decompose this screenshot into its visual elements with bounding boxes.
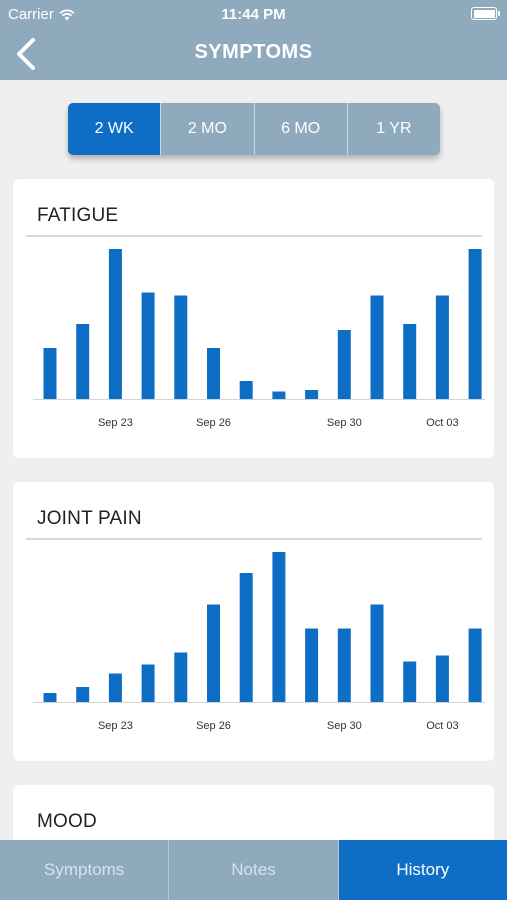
bar-sep-25 bbox=[174, 295, 188, 399]
tab-history[interactable]: History bbox=[337, 840, 507, 900]
x-tick-label: Sep 23 bbox=[98, 720, 133, 732]
tab-bar: Symptoms Notes History bbox=[0, 840, 507, 900]
carrier-label: Carrier bbox=[8, 6, 54, 23]
bar-sep-22 bbox=[76, 687, 90, 702]
mood-title: MOOD bbox=[37, 811, 97, 832]
bar-sep-27 bbox=[239, 381, 253, 399]
joint-pain-chart: Sep 23 Sep 26 Sep 30 Oct 03 bbox=[33, 552, 485, 732]
x-tick-label: Oct 03 bbox=[426, 720, 458, 732]
bar-sep-26 bbox=[207, 348, 220, 399]
bar-sep-21 bbox=[43, 693, 57, 702]
bar-sep-28 bbox=[272, 391, 286, 399]
bar-oct-03 bbox=[435, 295, 449, 399]
bar-sep-30 bbox=[337, 628, 351, 702]
range-2mo-button[interactable]: 2 MO bbox=[160, 103, 253, 155]
range-1yr-button[interactable]: 1 YR bbox=[346, 103, 440, 155]
x-tick-label: Sep 23 bbox=[98, 417, 133, 429]
x-tick-label: Sep 30 bbox=[327, 720, 362, 732]
back-button[interactable] bbox=[8, 34, 44, 74]
range-6mo-button[interactable]: 6 MO bbox=[253, 103, 347, 155]
chevron-left-icon bbox=[17, 38, 35, 70]
wifi-icon bbox=[59, 8, 75, 20]
clock: 11:44 PM bbox=[221, 6, 286, 23]
fatigue-chart: Sep 23 Sep 26 Sep 30 Oct 03 bbox=[33, 249, 485, 429]
page-title: SYMPTOMS bbox=[194, 41, 313, 63]
bar-sep-22 bbox=[76, 324, 90, 399]
bar-sep-21 bbox=[43, 348, 57, 399]
x-tick-label: Sep 26 bbox=[196, 417, 231, 429]
bar-oct-04 bbox=[468, 249, 482, 399]
bar-sep-26 bbox=[207, 604, 220, 702]
joint-pain-card: JOINT PAIN Sep 23 Sep 26 Sep 30 Oct 03 bbox=[13, 482, 494, 761]
carrier-indicator: Carrier bbox=[8, 6, 75, 23]
title-divider bbox=[26, 538, 482, 540]
title-divider bbox=[26, 235, 482, 237]
range-2wk-button[interactable]: 2 WK bbox=[68, 103, 161, 155]
bar-oct-02 bbox=[403, 324, 417, 399]
bar-sep-24 bbox=[141, 292, 155, 399]
bar-sep-23 bbox=[108, 249, 122, 399]
tab-symptoms[interactable]: Symptoms bbox=[44, 860, 125, 879]
range-selector: 2 WK 2 MO 6 MO 1 YR bbox=[68, 103, 440, 155]
navigation-bar: SYMPTOMS bbox=[0, 28, 507, 80]
bar-oct-01 bbox=[370, 295, 384, 399]
bar-sep-30 bbox=[337, 330, 351, 399]
bar-sep-29 bbox=[305, 628, 319, 702]
x-tick-label: Sep 30 bbox=[327, 417, 362, 429]
x-tick-label: Sep 26 bbox=[196, 720, 231, 732]
bar-sep-24 bbox=[141, 664, 155, 702]
bar-sep-25 bbox=[174, 652, 188, 702]
joint-pain-title: JOINT PAIN bbox=[37, 508, 142, 529]
bar-oct-01 bbox=[370, 604, 384, 702]
bar-sep-23 bbox=[108, 673, 122, 702]
bar-sep-29 bbox=[305, 390, 319, 399]
battery-icon bbox=[471, 7, 500, 20]
fatigue-card: FATIGUE Sep 23 Sep 26 Sep 30 Oct 03 bbox=[13, 179, 494, 458]
bar-oct-02 bbox=[403, 661, 417, 702]
bar-oct-04 bbox=[468, 628, 482, 702]
bar-sep-28 bbox=[272, 552, 286, 702]
fatigue-title: FATIGUE bbox=[37, 205, 119, 226]
status-bar: Carrier 11:44 PM bbox=[0, 0, 507, 28]
bar-oct-03 bbox=[435, 655, 449, 702]
bar-sep-27 bbox=[239, 573, 253, 702]
x-tick-label: Oct 03 bbox=[426, 417, 458, 429]
tab-notes[interactable]: Notes bbox=[168, 840, 337, 900]
